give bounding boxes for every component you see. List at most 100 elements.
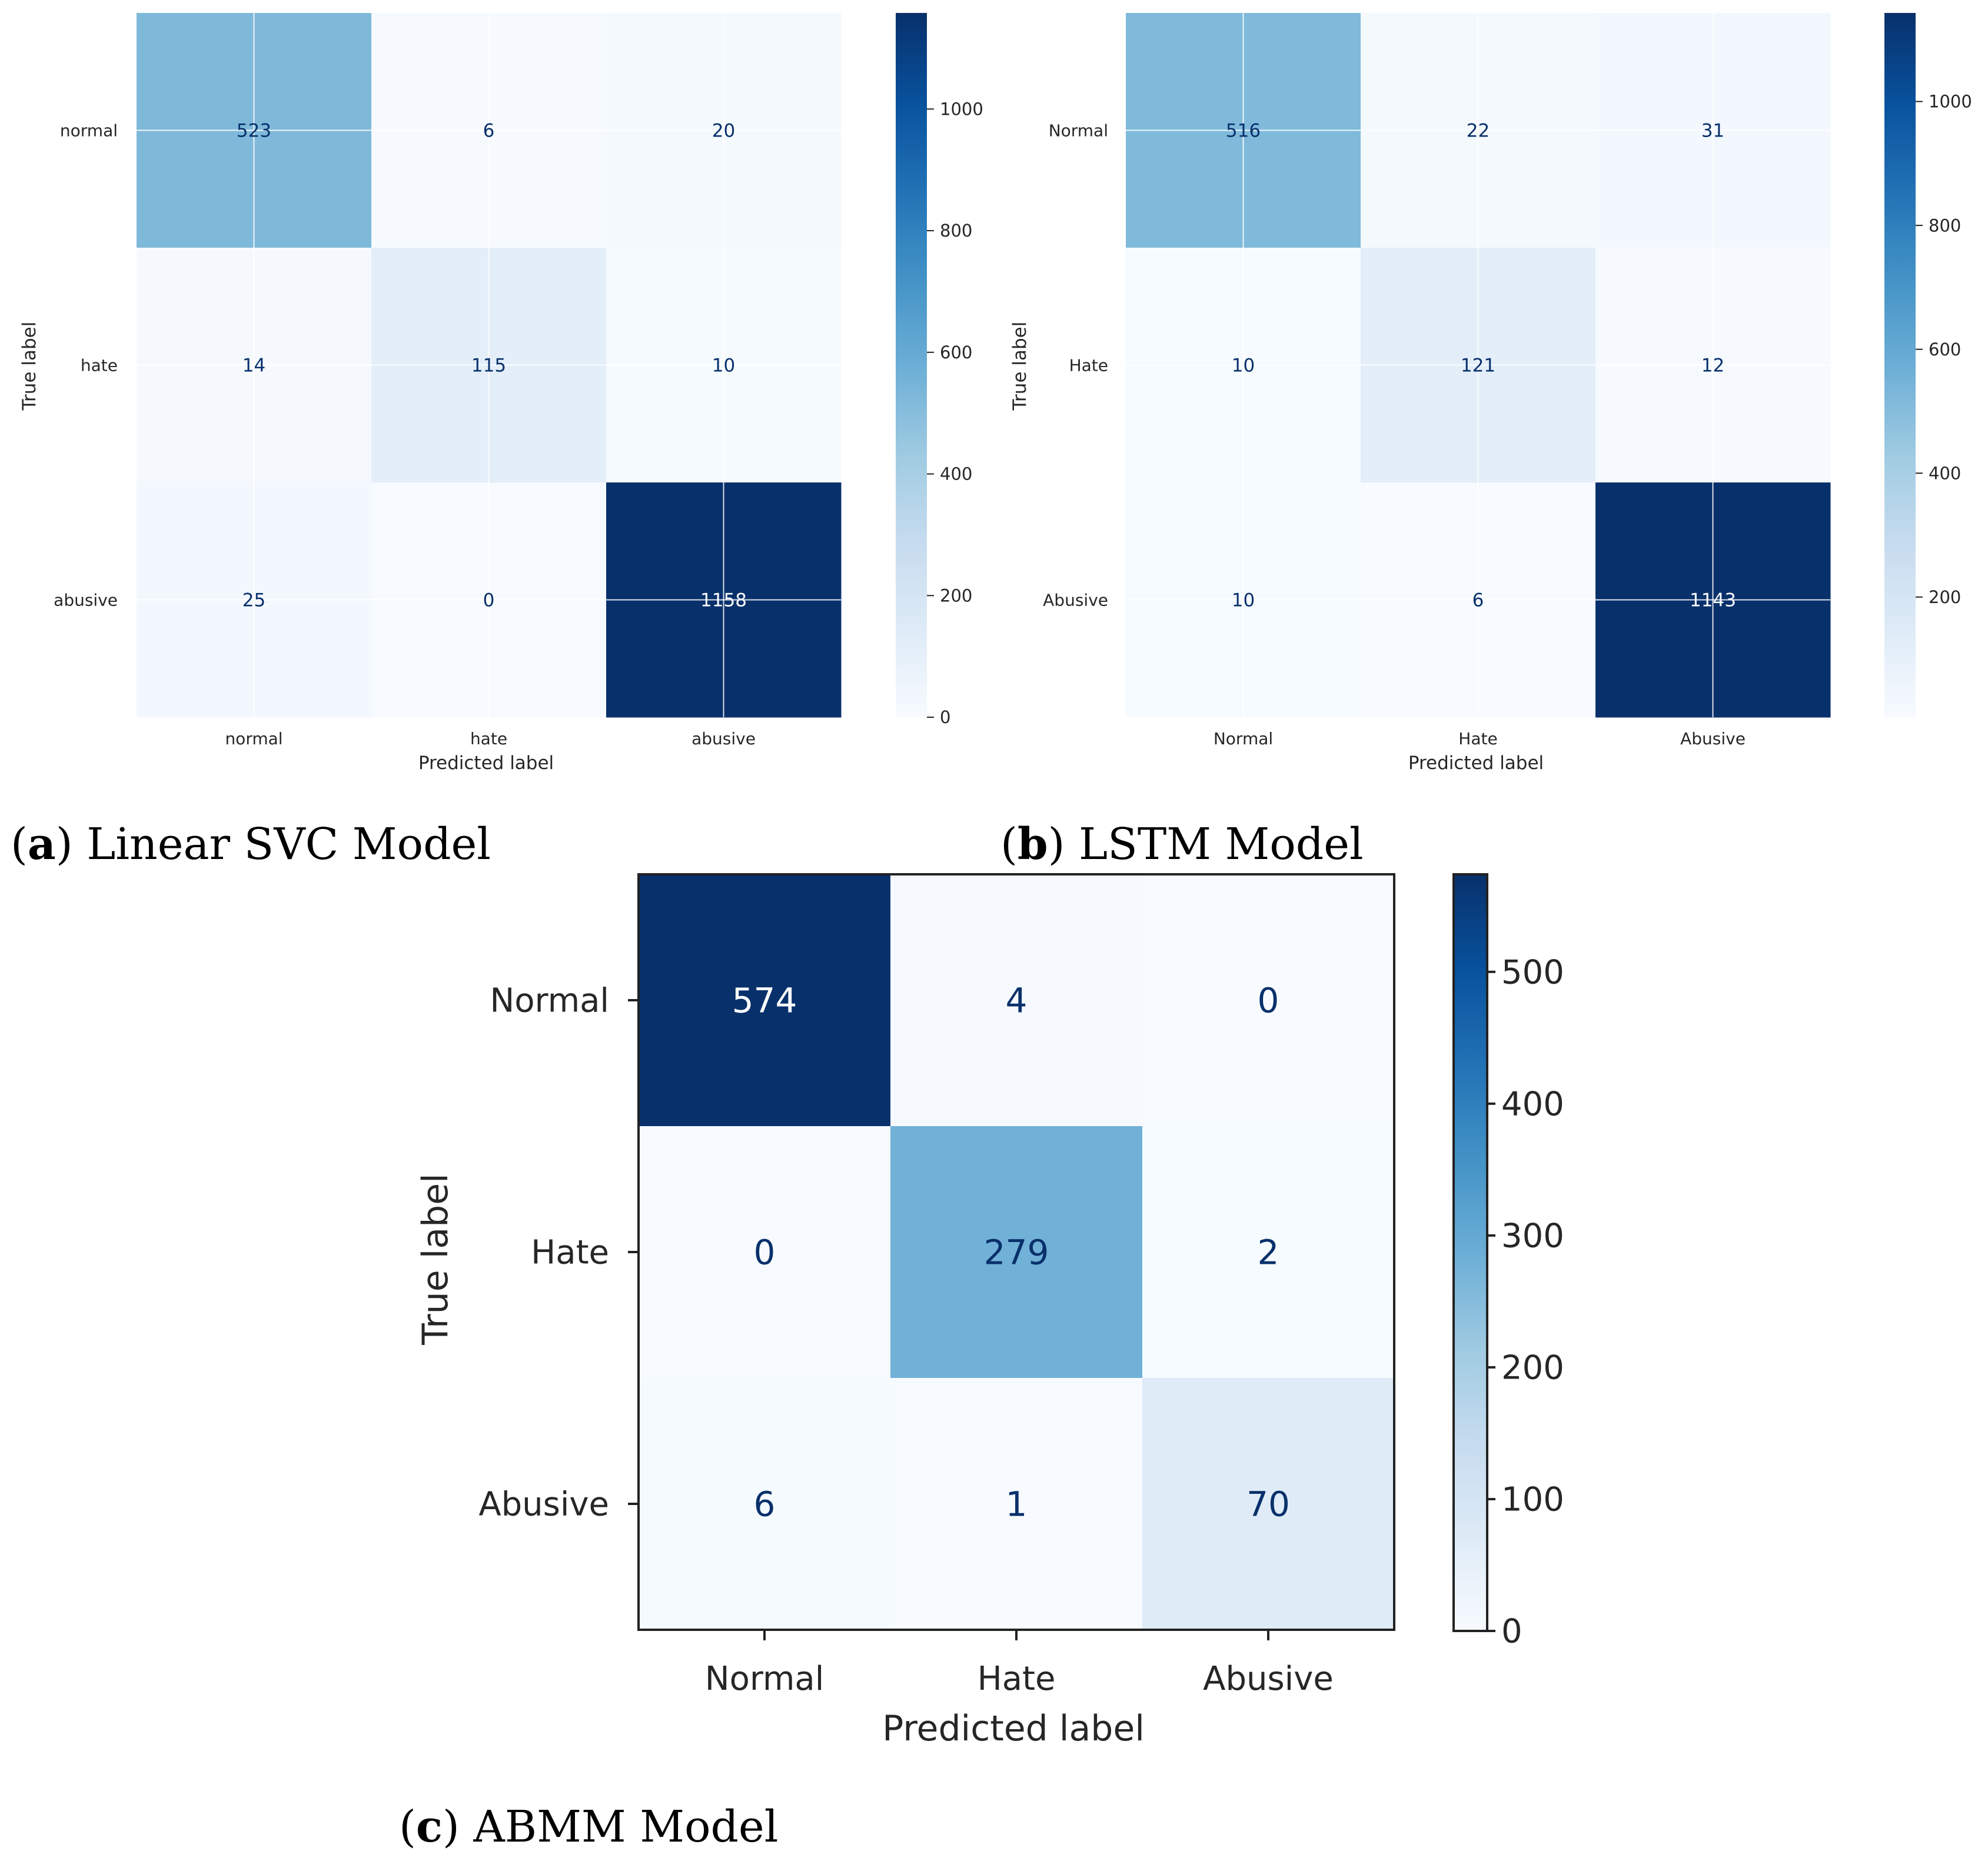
cell-value: 115 xyxy=(471,355,506,376)
caption-title: ABMM Model xyxy=(473,1802,778,1852)
cell-value-labels: 523 6 20 14 115 10 25 0 1158 xyxy=(237,120,747,611)
caption-letter: a xyxy=(28,819,56,870)
cell-value: 4 xyxy=(1006,980,1028,1020)
heatmap-cell xyxy=(890,1378,1143,1630)
column-tick-label: hate xyxy=(470,729,507,748)
column-tick-label: Abusive xyxy=(1680,729,1746,748)
cell-value: 70 xyxy=(1246,1484,1290,1524)
cell-value: 25 xyxy=(242,590,265,611)
cell-value-labels: 516 22 31 10 121 12 10 6 1143 xyxy=(1226,120,1736,611)
cell-value: 10 xyxy=(712,355,735,376)
colorbar-tick-label: 400 xyxy=(1501,1085,1564,1123)
row-tick-label: Hate xyxy=(1069,355,1108,375)
colorbar-tick-label: 200 xyxy=(1501,1349,1564,1387)
cell-value: 1143 xyxy=(1690,590,1736,611)
cell-value: 1 xyxy=(1006,1484,1028,1524)
column-tick-label: normal xyxy=(225,729,282,748)
colorbar-tick-label: 800 xyxy=(940,221,972,241)
column-tick-label: Normal xyxy=(705,1660,825,1698)
colorbar: 0 200 400 600 800 1000 xyxy=(896,13,983,727)
column-tick-label: Normal xyxy=(1214,729,1273,748)
row-tick-labels: Normal Hate Abusive xyxy=(478,982,639,1524)
heatmap-cell xyxy=(1142,1378,1395,1630)
colorbar-tick-label: 400 xyxy=(940,464,972,484)
heatmap-cell xyxy=(890,1126,1143,1379)
heatmap-gridlines xyxy=(1126,13,1830,717)
column-tick-labels: Normal Hate Abusive xyxy=(1214,729,1746,748)
heatmap-cell xyxy=(639,1126,891,1379)
colorbar-tick-label: 600 xyxy=(1929,339,1961,359)
caption-title: Linear SVC Model xyxy=(87,819,491,870)
cell-value: 121 xyxy=(1461,355,1495,376)
x-axis-label: Predicted label xyxy=(418,753,554,774)
colorbar-tick-label: 600 xyxy=(940,342,972,362)
cell-value: 516 xyxy=(1226,120,1261,141)
heatmap-cell xyxy=(639,1378,891,1630)
cell-value: 0 xyxy=(483,590,495,611)
column-tick-label: abusive xyxy=(692,729,756,748)
row-tick-labels: normal hate abusive xyxy=(54,121,118,610)
cell-value: 279 xyxy=(984,1232,1049,1272)
cell-value-labels: 574 4 0 0 279 2 6 1 70 xyxy=(732,980,1290,1524)
cell-value: 6 xyxy=(1472,590,1484,611)
x-axis-label: Predicted label xyxy=(1408,753,1544,774)
colorbar-tick-label: 500 xyxy=(1501,953,1564,991)
column-tick-label: Abusive xyxy=(1203,1660,1334,1698)
row-tick-label: normal xyxy=(60,121,118,140)
caption-letter: c xyxy=(416,1802,443,1852)
colorbar: 0 100 200 300 400 500 xyxy=(1452,873,1564,1651)
column-tick-labels: Normal Hate Abusive xyxy=(705,1630,1334,1698)
colorbar-tick-label: 200 xyxy=(940,585,972,605)
y-axis-label: True label xyxy=(415,1173,456,1346)
colorbar-gradient xyxy=(896,13,927,717)
caption-c: (c) ABMM Model xyxy=(399,1802,778,1852)
x-axis-label: Predicted label xyxy=(882,1708,1145,1749)
heatmap-cell xyxy=(639,874,891,1127)
y-axis-label: True label xyxy=(1009,322,1030,411)
cell-value: 574 xyxy=(732,980,797,1020)
cell-value: 1158 xyxy=(700,590,747,611)
heatmap-cells xyxy=(639,874,1395,1630)
cell-value: 12 xyxy=(1701,355,1724,376)
heatmap-cell xyxy=(1142,1126,1395,1379)
colorbar-tick-label: 0 xyxy=(940,707,950,727)
colorbar-tick-label: 1000 xyxy=(1929,92,1972,112)
colorbar-tick-label: 300 xyxy=(1501,1217,1564,1255)
colorbar-frame xyxy=(1452,873,1488,1632)
y-axis-label: True label xyxy=(19,322,40,411)
row-tick-labels: Normal Hate Abusive xyxy=(1043,121,1108,610)
confusion-matrix-linear-svc: 523 6 20 14 115 10 25 0 1158 normal hate abusive n… xyxy=(11,13,983,870)
row-tick-label: Hate xyxy=(531,1234,609,1272)
cell-value: 20 xyxy=(712,120,735,141)
colorbar-tick-label: 100 xyxy=(1501,1481,1564,1519)
colorbar: 200 400 600 800 1000 xyxy=(1884,13,1972,717)
cell-value: 22 xyxy=(1467,120,1490,141)
cell-value: 31 xyxy=(1701,120,1724,141)
column-tick-labels: normal hate abusive xyxy=(225,729,755,748)
row-tick-label: Abusive xyxy=(478,1486,609,1524)
colorbar-tick-label: 400 xyxy=(1929,463,1961,483)
column-tick-label: Hate xyxy=(1458,729,1497,748)
column-tick-label: Hate xyxy=(978,1660,1056,1698)
heatmap-cell xyxy=(1142,874,1395,1127)
row-tick-label: Abusive xyxy=(1043,590,1108,610)
cell-value: 2 xyxy=(1258,1232,1279,1272)
colorbar-tick-label: 200 xyxy=(1929,587,1961,607)
row-tick-label: abusive xyxy=(54,590,118,610)
cell-value: 6 xyxy=(483,120,495,141)
colorbar-tick-label: 0 xyxy=(1501,1613,1522,1651)
row-tick-label: hate xyxy=(81,355,118,375)
cell-value: 10 xyxy=(1232,355,1255,376)
colorbar-tick-label: 1000 xyxy=(940,99,983,119)
cell-value: 0 xyxy=(1258,980,1279,1020)
row-tick-label: Normal xyxy=(1049,121,1108,140)
row-tick-label: Normal xyxy=(490,982,609,1020)
caption-title: LSTM Model xyxy=(1079,819,1364,870)
cell-value: 10 xyxy=(1232,590,1255,611)
caption-letter: b xyxy=(1018,819,1048,870)
caption-b: (b) LSTM Model xyxy=(1000,819,1364,870)
caption-a: (a) Linear SVC Model xyxy=(11,819,491,870)
